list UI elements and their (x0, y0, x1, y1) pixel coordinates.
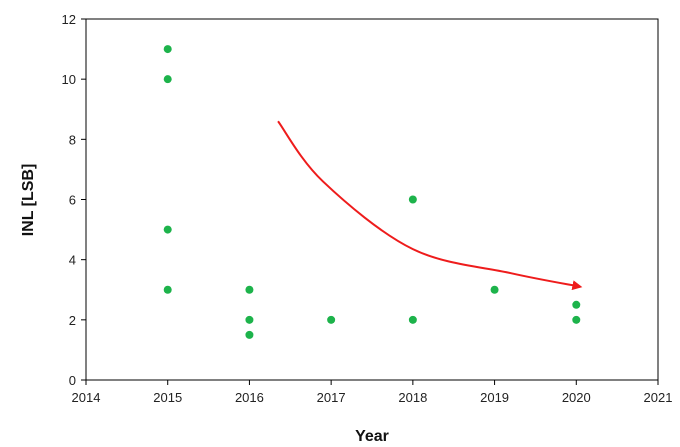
y-tick-label: 10 (62, 72, 76, 87)
x-tick-label: 2021 (644, 390, 673, 405)
x-tick-label: 2014 (72, 390, 101, 405)
x-tick-label: 2016 (235, 390, 264, 405)
data-point (572, 315, 581, 324)
data-point (163, 45, 172, 54)
data-point (327, 315, 336, 324)
x-tick-label: 2018 (398, 390, 427, 405)
x-tick-label: 2020 (562, 390, 591, 405)
x-tick-label: 2015 (153, 390, 182, 405)
data-point (245, 285, 254, 294)
y-tick-label: 12 (62, 12, 76, 27)
x-axis-title: Year (355, 428, 389, 445)
x-tick-label: 2019 (480, 390, 509, 405)
plot-area-frame (85, 18, 659, 381)
data-point (245, 330, 254, 339)
data-point (408, 315, 417, 324)
y-axis: 0 2 4 6 8 10 12 (62, 12, 86, 388)
data-point (163, 225, 172, 234)
y-tick-label: 0 (69, 373, 76, 388)
y-tick-label: 4 (69, 253, 76, 268)
data-point (163, 285, 172, 294)
data-point (163, 75, 172, 84)
data-point (490, 285, 499, 294)
data-point (245, 315, 254, 324)
x-axis: 2014 2015 2016 2017 2018 2019 2020 2021 (72, 380, 673, 405)
data-points (163, 45, 581, 339)
x-tick-label: 2017 (317, 390, 346, 405)
data-point (572, 300, 581, 309)
y-tick-label: 2 (69, 313, 76, 328)
y-tick-label: 8 (69, 132, 76, 147)
trend-arrow (277, 120, 583, 291)
y-tick-label: 6 (69, 193, 76, 208)
y-axis-title: INL [LSB] (20, 164, 37, 237)
data-point (408, 195, 417, 204)
